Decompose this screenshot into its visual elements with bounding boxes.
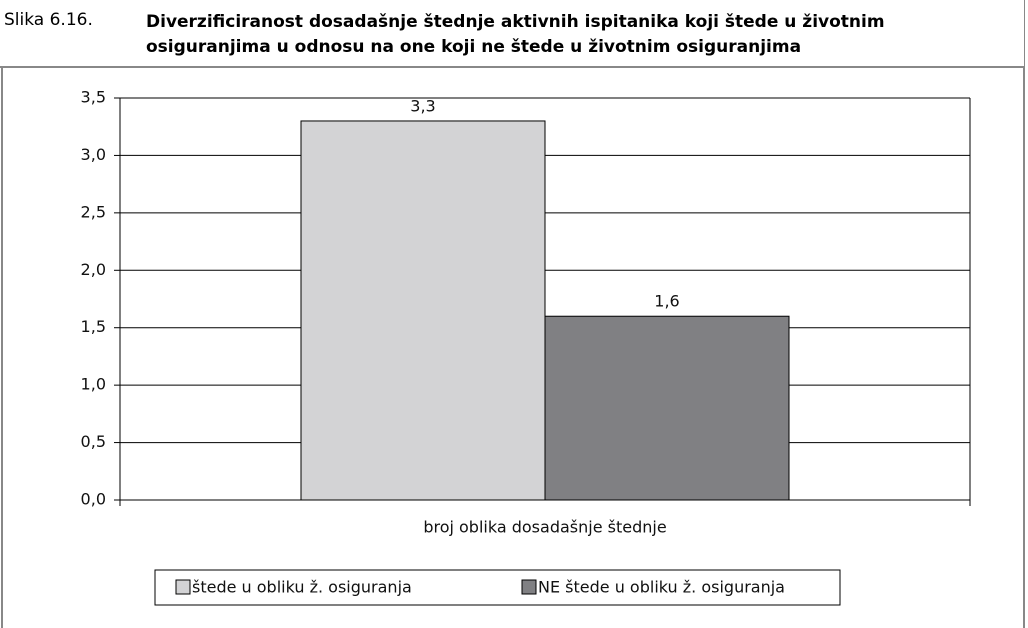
figure-label: Slika 6.16.	[4, 10, 93, 30]
y-tick-label: 0,0	[81, 490, 106, 509]
y-tick-label: 1,0	[81, 375, 106, 394]
header: Slika 6.16. Diverzificiranost dosadašnje…	[0, 0, 1024, 68]
x-tick-label: broj oblika dosadašnje štednje	[423, 518, 666, 537]
bar	[300, 120, 546, 501]
y-tick-label: 3,5	[81, 88, 106, 107]
bar	[544, 315, 790, 501]
y-tick-label: 1,5	[81, 317, 106, 336]
legend-label: NE štede u obliku ž. osiguranja	[538, 578, 785, 597]
chart: 0,0 0,5 1,0 1,5 2,0 2,5 3,0 3,5 broj oblika dosa…	[81, 88, 971, 606]
y-tick-label: 2,5	[81, 202, 106, 221]
legend-swatch	[521, 579, 537, 595]
legend-box	[154, 569, 841, 606]
y-tick-label: 2,0	[81, 260, 106, 279]
value-label: 3,3	[410, 96, 435, 115]
legend-swatch	[175, 579, 191, 595]
chart-title: Diverzificiranost dosadašnje štednje akt…	[146, 12, 885, 57]
y-tick-label: 3,0	[81, 145, 106, 164]
y-tick-label: 0,5	[81, 432, 106, 451]
legend-label: štede u obliku ž. osiguranja	[192, 578, 412, 597]
value-label: 1,6	[654, 292, 679, 311]
